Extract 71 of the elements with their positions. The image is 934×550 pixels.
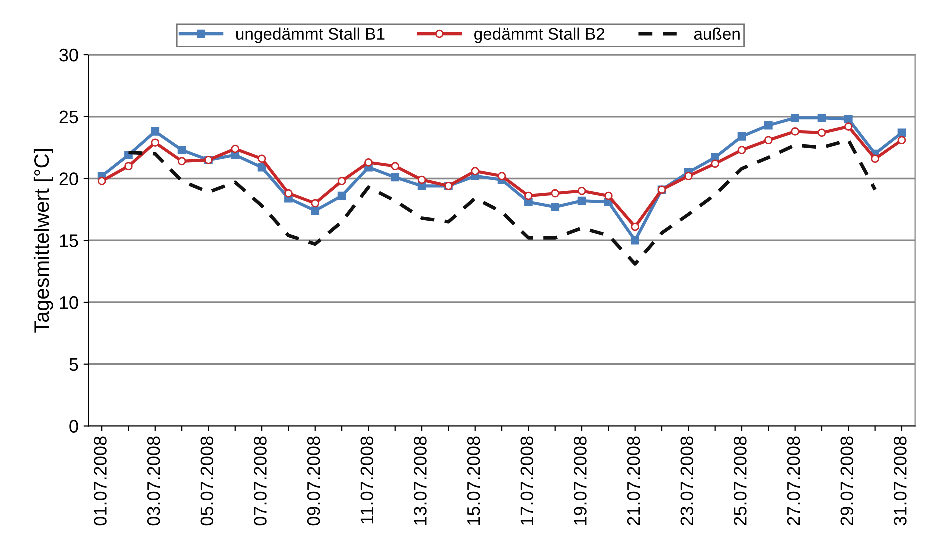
point (524, 192, 533, 200)
point (258, 163, 266, 172)
legend-label: außen (694, 28, 740, 40)
point (818, 114, 826, 122)
point (711, 160, 720, 168)
point (391, 162, 400, 171)
y-tick-label: 25 (60, 110, 78, 124)
x-tick-label: 25.07.2008 (734, 436, 747, 526)
point (338, 177, 346, 186)
point (791, 114, 800, 122)
point (151, 138, 160, 148)
point (311, 199, 320, 208)
point (791, 128, 800, 136)
point (684, 172, 693, 180)
point (258, 154, 266, 164)
point (231, 144, 240, 154)
x-tick-label: 15.07.2008 (467, 436, 480, 525)
point (338, 192, 346, 200)
x-tick-label: 13.07.2008 (414, 436, 427, 525)
x-tick-label: 01.07.2008 (94, 436, 107, 526)
point (898, 128, 906, 138)
y-tick-label: 10 (60, 296, 78, 310)
x-tick-label: 11.07.2008 (360, 436, 374, 524)
point (844, 122, 853, 131)
point (631, 222, 640, 232)
point (391, 173, 400, 182)
point (551, 189, 560, 198)
point (604, 192, 613, 200)
y-tick-label: 5 (70, 358, 78, 372)
point (844, 115, 853, 124)
legend-label: ungedämmt Stall B1 (236, 28, 385, 44)
y-tick-label: 20 (60, 172, 78, 186)
point (898, 136, 906, 145)
point (498, 172, 506, 180)
point (151, 128, 160, 136)
y-tick-label: 0 (70, 420, 78, 433)
point (578, 186, 586, 196)
point (124, 162, 133, 171)
legend-label: gedämmt Stall B2 (474, 28, 605, 44)
x-tick-label: 17.07.2008 (520, 436, 534, 525)
x-tick-label: 29.07.2008 (840, 436, 854, 526)
point (178, 146, 186, 154)
point (738, 132, 746, 141)
y-tick-label: 15 (60, 234, 78, 248)
x-tick-label: 23.07.2008 (680, 436, 694, 526)
point (178, 157, 186, 166)
point (524, 198, 533, 206)
x-tick-label: 27.07.2008 (787, 436, 800, 526)
point (578, 196, 586, 206)
x-tick-label: 19.07.2008 (574, 436, 587, 525)
x-tick-label: 07.07.2008 (254, 436, 267, 526)
point (551, 203, 560, 212)
x-tick-label: 09.07.2008 (307, 436, 320, 526)
point (871, 154, 880, 164)
point (311, 206, 320, 216)
x-tick-label: 05.07.2008 (200, 436, 214, 526)
point (364, 158, 373, 167)
point (818, 128, 826, 138)
point (418, 176, 426, 184)
point (631, 236, 640, 245)
point (471, 167, 480, 176)
x-tick-label: 03.07.2008 (147, 436, 160, 526)
x-tick-label: 31.07.2008 (894, 436, 907, 526)
x-tick-label: 21.07.2008 (627, 436, 640, 526)
y-axis-title: Tagesmittelwert [°C] (34, 149, 54, 333)
point (764, 136, 773, 145)
point (738, 146, 746, 154)
point (764, 121, 773, 130)
y-tick-label: 30 (60, 48, 78, 62)
point (284, 189, 293, 198)
point (98, 177, 106, 186)
